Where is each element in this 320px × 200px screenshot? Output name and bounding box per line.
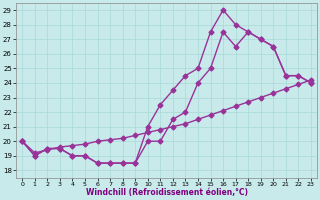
X-axis label: Windchill (Refroidissement éolien,°C): Windchill (Refroidissement éolien,°C) [85, 188, 248, 197]
